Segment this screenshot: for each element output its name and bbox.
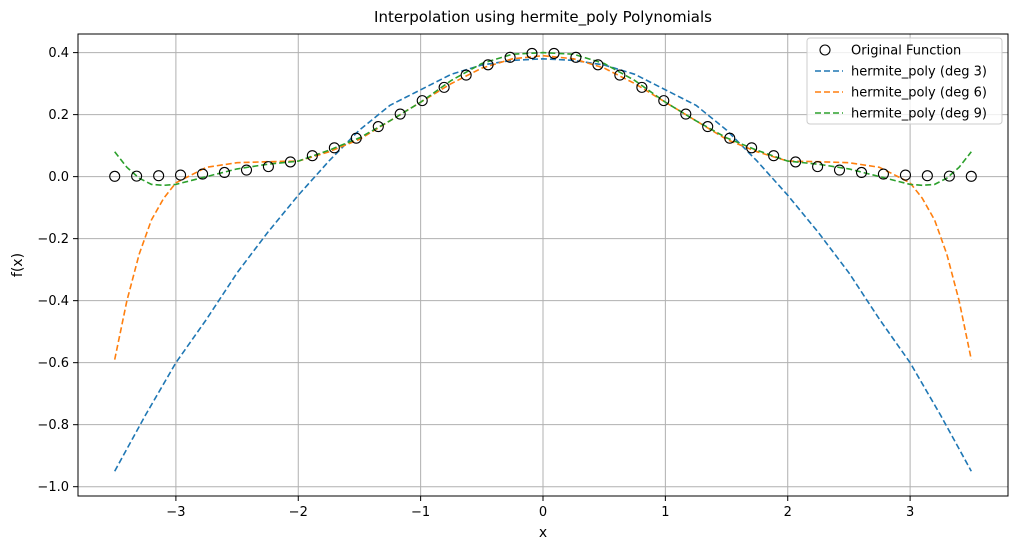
x-tick-label-5: 2 <box>784 505 792 520</box>
original-function-points <box>109 47 977 182</box>
data-point <box>768 150 780 162</box>
y-tick-label-3: −0.4 <box>37 294 69 309</box>
series-lines <box>113 51 973 472</box>
y-tick-label-6: 0.2 <box>48 108 69 123</box>
axis-ticks: −3 −2 −1 0 1 2 3 −1.0 −0.8 −0.6 −0.4 −0.2 0.0 0.2 0.4 <box>37 46 914 520</box>
data-point <box>131 170 143 182</box>
data-point <box>592 59 604 71</box>
data-point <box>174 169 187 181</box>
y-tick-label-2: −0.6 <box>37 356 69 371</box>
data-point <box>965 170 977 182</box>
data-point <box>724 132 736 144</box>
data-point <box>328 142 340 154</box>
data-point <box>416 95 428 107</box>
data-point <box>153 170 165 182</box>
y-tick-label-0: −1.0 <box>37 480 69 495</box>
data-point <box>614 69 626 81</box>
legend: Original Function hermite_poly (deg 3) her… <box>806 37 1003 125</box>
data-point <box>218 166 231 179</box>
data-point <box>943 170 955 182</box>
series-line-deg-6 <box>113 54 973 360</box>
data-point <box>109 170 121 182</box>
data-point <box>746 142 758 154</box>
data-point <box>350 132 362 144</box>
data-point <box>921 170 933 182</box>
series-line-deg-3 <box>113 57 973 472</box>
y-tick-label-5: 0.0 <box>48 170 69 185</box>
y-tick-label-1: −0.8 <box>37 418 69 433</box>
data-point <box>306 150 318 162</box>
data-point <box>833 164 846 176</box>
chart-title: Interpolation using hermite_poly Polynom… <box>374 8 712 27</box>
legend-marker-original-function <box>819 44 831 56</box>
series-line-deg-9 <box>114 51 972 187</box>
data-point <box>482 59 494 71</box>
x-tick-label-6: 3 <box>906 505 914 520</box>
y-tick-label-4: −0.2 <box>37 232 69 247</box>
data-point <box>877 168 889 180</box>
data-point <box>680 108 692 120</box>
legend-box <box>806 37 1003 125</box>
y-axis-label: f(x) <box>10 253 26 277</box>
data-point <box>372 121 384 133</box>
x-tick-label-2: −1 <box>411 505 430 520</box>
data-point <box>548 47 560 59</box>
data-point <box>438 81 450 93</box>
x-tick-label-3: 0 <box>539 505 547 520</box>
legend-label-0: Original Function <box>851 44 961 59</box>
x-axis-label: x <box>539 525 547 541</box>
data-point <box>504 51 516 63</box>
x-tick-label-0: −3 <box>166 505 185 520</box>
data-point <box>658 95 670 107</box>
data-point <box>636 81 648 93</box>
x-tick-label-1: −2 <box>289 505 308 520</box>
legend-label-3: hermite_poly (deg 9) <box>851 107 987 122</box>
data-point <box>812 161 824 173</box>
data-point <box>526 47 538 59</box>
x-tick-label-4: 1 <box>661 505 669 520</box>
data-point <box>197 168 209 180</box>
legend-label-1: hermite_poly (deg 3) <box>851 65 987 80</box>
data-point <box>284 156 296 168</box>
data-point <box>899 169 912 181</box>
data-point <box>460 69 472 81</box>
data-point <box>702 121 714 133</box>
data-point <box>394 108 406 120</box>
legend-label-2: hermite_poly (deg 6) <box>851 86 987 101</box>
y-tick-label-7: 0.4 <box>48 46 69 61</box>
data-point <box>790 156 802 168</box>
data-point <box>262 161 274 173</box>
data-point <box>855 166 868 179</box>
data-point <box>570 51 582 63</box>
data-point <box>240 164 253 176</box>
